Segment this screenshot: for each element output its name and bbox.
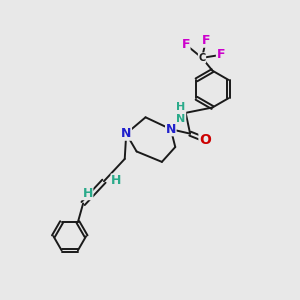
Text: H
N: H N: [176, 102, 186, 124]
Text: F: F: [217, 48, 225, 62]
Text: N: N: [121, 127, 131, 140]
Text: C: C: [198, 53, 206, 63]
Text: O: O: [199, 133, 211, 147]
Text: H: H: [82, 187, 93, 200]
Text: F: F: [182, 38, 190, 51]
Text: N: N: [166, 123, 176, 136]
Text: F: F: [202, 34, 210, 47]
Text: H: H: [111, 174, 122, 187]
